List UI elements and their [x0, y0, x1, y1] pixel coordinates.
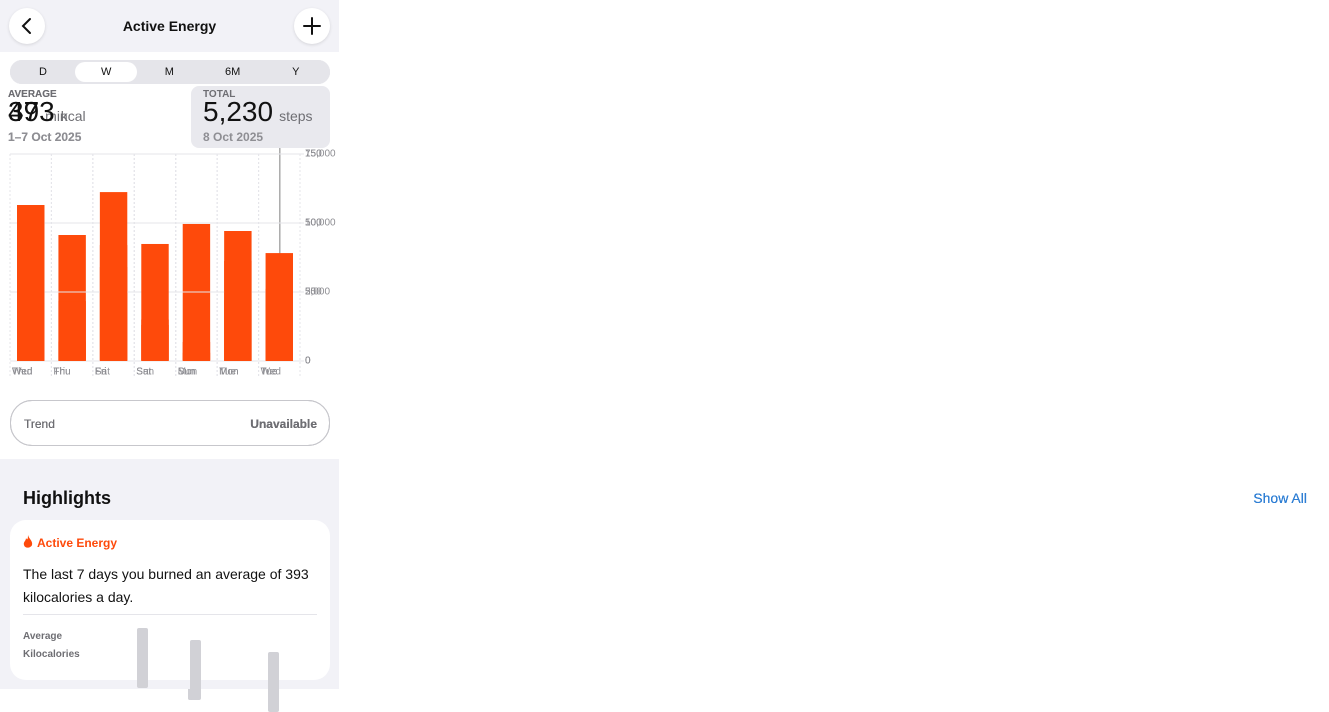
bar [58, 301, 86, 361]
segment[interactable]: 6M [224, 66, 241, 78]
x-tick-label: Sun [136, 367, 154, 378]
mini-bar [268, 652, 279, 712]
x-tick-label: Mon [219, 367, 238, 378]
summary-label: AVERAGE [8, 89, 57, 100]
x-tick-label: Thu [53, 367, 70, 378]
x-tick-label: Mon [178, 367, 197, 378]
summary-label: TOTAL [203, 89, 236, 100]
bar [17, 205, 45, 361]
highlight-card: Active Energy The last 7 days you burned … [10, 520, 330, 712]
x-tick-label: Wed [261, 367, 281, 378]
trend-status: Unavailable [250, 417, 317, 431]
show-all-link[interactable]: Show All [1253, 490, 1307, 506]
flame-icon [23, 535, 33, 549]
bar [182, 341, 211, 361]
highlight-tag: Active Energy [37, 536, 118, 550]
x-tick-label: Wed [12, 367, 32, 378]
segment[interactable]: D [39, 66, 47, 78]
x-tick-label: Tue [261, 367, 278, 378]
x-tick-label: Sat [95, 367, 110, 378]
trend-status: Unavailable [250, 417, 317, 431]
summary-label: AVERAGE [8, 89, 57, 100]
summary-unit: min [45, 108, 68, 124]
summary-row: 47 min [8, 96, 68, 128]
y-tick-label: 0 [305, 356, 311, 367]
mini-bar [190, 640, 201, 700]
y-tick-label: 15,000 [305, 149, 336, 160]
y-tick-label: 150 [305, 149, 322, 160]
highlights-title: Highlights [23, 488, 111, 508]
y-tick-label: 50 [305, 287, 317, 298]
back-button[interactable] [9, 8, 45, 44]
x-tick-label: Fri [95, 367, 107, 378]
segment[interactable]: W [75, 62, 138, 82]
trend-status: Unavailable [250, 417, 317, 431]
y-tick-label: 250 [305, 287, 322, 298]
summary-value: 5,230 [203, 96, 274, 127]
x-tick-label: Fri [95, 367, 107, 378]
bar [141, 243, 169, 361]
summary-value: 393 [8, 96, 55, 127]
segment[interactable]: Y [292, 66, 300, 78]
summary-unit: kcal [60, 108, 86, 124]
bar [265, 253, 293, 361]
header [0, 0, 339, 52]
show-all-link[interactable]: Show All [1253, 490, 1307, 506]
x-tick-label: Thu [12, 367, 29, 378]
title: Active Energy [122, 18, 217, 34]
trend-label: Trend [24, 417, 55, 431]
x-tick-label: Tue [261, 367, 278, 378]
y-tick-label: 5,000 [305, 287, 330, 298]
x-tick-label: Tue [219, 367, 236, 378]
mini-chart-label: Average Kilocalories [23, 631, 80, 660]
x-tick-label: Sun [178, 367, 196, 378]
bar [99, 192, 128, 361]
x-tick-label: Sat [136, 367, 151, 378]
bar [224, 231, 252, 361]
show-all-link[interactable]: Show All [1253, 490, 1307, 506]
x-tick-label: Mon [219, 367, 238, 378]
y-tick-label: 0 [305, 356, 311, 367]
y-tick-label: 750 [305, 149, 322, 160]
x-tick-label: Wed [12, 367, 32, 378]
summary-date: 1–7 Oct 2025 [8, 130, 82, 144]
tooltip-box [191, 86, 330, 148]
highlight-text: The last 7 days you burned an average of… [23, 566, 309, 605]
y-tick-label: 500 [305, 218, 322, 229]
summary-date: 8 Oct 2025 [203, 130, 264, 144]
segment[interactable]: M [164, 66, 174, 78]
segmented-control: D W M 6M Y [10, 60, 330, 84]
y-tick-label: 10,000 [305, 218, 336, 229]
summary-unit: steps [279, 108, 313, 124]
summary-value: 47 [8, 96, 40, 127]
mini-bar [137, 628, 148, 688]
x-tick-label: Sun [178, 367, 196, 378]
summary-row: 393 kcal [8, 96, 86, 128]
y-tick-label: 100 [305, 218, 322, 229]
y-tick-label: 0 [305, 356, 311, 367]
separator [23, 614, 317, 615]
trend-box[interactable]: Trend Unavailable [10, 400, 330, 446]
x-tick-label: Sat [136, 367, 151, 378]
x-tick-label: Fri [53, 367, 65, 378]
add-button[interactable] [294, 8, 330, 44]
summary-row: 5,230 steps [203, 96, 313, 128]
x-tick-label: Thu [53, 367, 70, 378]
summary-date: 1–7 Oct 2025 [8, 130, 82, 144]
